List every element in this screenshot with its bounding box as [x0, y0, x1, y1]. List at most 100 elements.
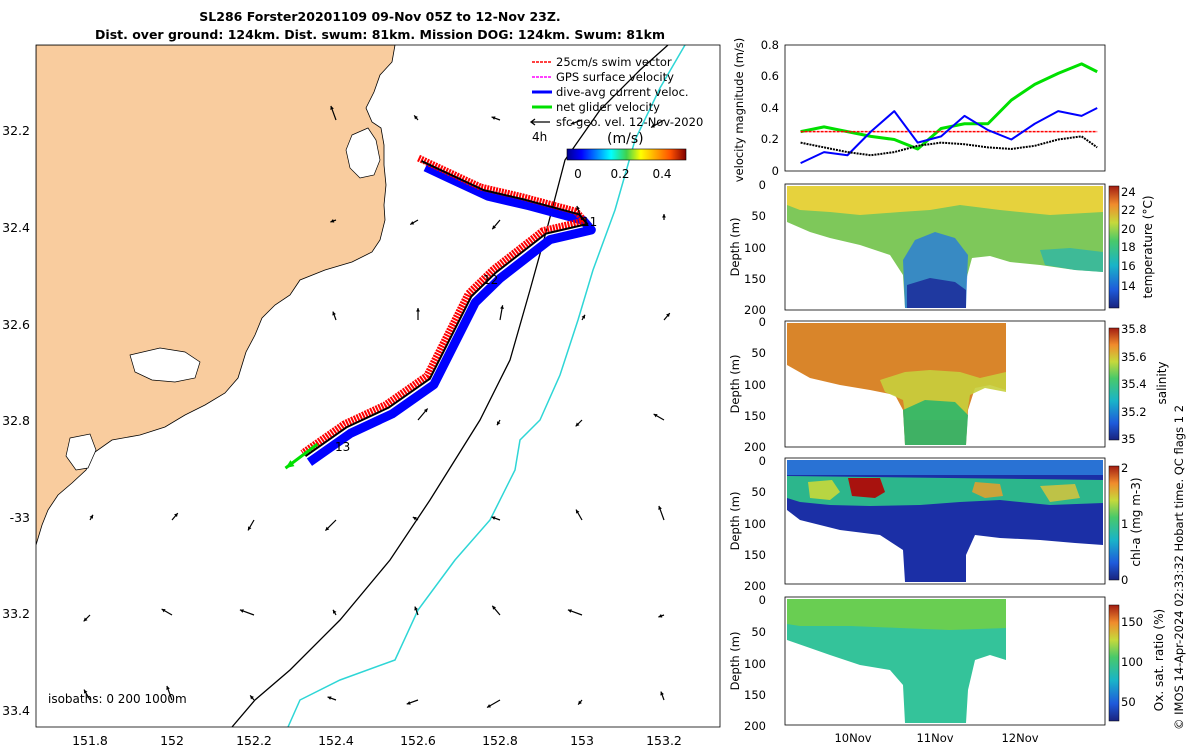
glider-track: [284, 154, 596, 470]
colorbar-tick-04: 0.4: [652, 167, 671, 181]
sfc-velocity-arrowhead: [330, 219, 335, 223]
temp-cbar-tick: 20: [1121, 222, 1136, 236]
sfc-velocity-arrowhead: [575, 422, 580, 427]
isobath-200m: [231, 45, 669, 727]
salinity-panel: 35.8 35.6 35.4 35.2 35 salinity 0 50 100…: [728, 315, 1169, 454]
chla-cbar-tick: 0: [1121, 573, 1128, 587]
lagoon-2: [129, 347, 201, 383]
salinity-depth-ticks: 0 50 100 150 200: [744, 315, 766, 454]
map-frame: [35, 44, 721, 728]
oxygen-surface-layer: [787, 599, 1006, 630]
chla-cbar-ticks: 2 1 0: [1121, 461, 1128, 587]
map-xtick: 152.4: [318, 733, 354, 748]
sfc-velocity-arrowhead: [491, 516, 496, 520]
map-xtick: 152.2: [236, 733, 272, 748]
legend-net: net glider velocity: [556, 100, 660, 114]
sfc-velocity-arrowhead: [161, 609, 166, 613]
sfc-velocity-arrowhead: [653, 414, 658, 418]
temperature-label: temperature (°C): [1141, 196, 1155, 299]
legend-sfc-arrowhead: [529, 118, 536, 126]
lagoon-1: [345, 127, 381, 179]
map-ytick: 33.4: [2, 703, 30, 718]
oxygen-panel: 150 100 50 Ox. sat. ratio (%) 0 50 100 1…: [728, 593, 1166, 745]
oxygen-colorbar: [1108, 604, 1120, 722]
map-ytick: 32.2: [2, 123, 30, 138]
sfc-velocity-arrowhead: [666, 313, 670, 318]
colorbar-tick-02: 0.2: [610, 167, 629, 181]
swim-vector-ribbon: [300, 154, 588, 457]
map-y-ticks: 32.2 32.4 32.6 32.8 -33 33.2 33.4: [2, 123, 30, 718]
oxygen-depth-ticks: 0 50 100 150 200: [744, 593, 766, 733]
colorbar-tick-0: 0: [574, 167, 582, 181]
sfc-velocity-arrowhead: [487, 704, 492, 708]
sfc-velocity-arrowhead: [250, 695, 254, 700]
depth-tick: 150: [744, 548, 766, 562]
chla-bloom-peak: [848, 478, 885, 498]
velocity-y-ticks: 0 0.2 0.4 0.6 0.8: [761, 38, 779, 178]
map-legend: 25cm/s swim vector GPS surface velocity …: [529, 55, 703, 129]
sfc-velocity-arrowhead: [570, 121, 575, 125]
copyright-stamp: © IMOS 14-Apr-2024 02:33:32 Hobart time.…: [1172, 404, 1186, 730]
salinity-colorbar: [1108, 327, 1120, 441]
sfc-velocity-arrowhead: [89, 514, 93, 519]
title-line-1: SL286 Forster20201109 09-Nov 05Z to 12-N…: [199, 9, 561, 24]
oxygen-label: Ox. sat. ratio (%): [1152, 609, 1166, 711]
isobath-1000m: [287, 45, 686, 727]
sfc-velocity-arrowhead: [410, 221, 415, 225]
depth-tick: 50: [751, 625, 766, 639]
legend-sfc: sfc geo. vel. 12-Nov-2020: [556, 115, 703, 129]
depth-tick: 50: [751, 209, 766, 223]
depth-tick: 0: [759, 454, 766, 468]
sfc-velocity-arrowhead: [578, 700, 582, 705]
chla-cbar-tick: 1: [1121, 517, 1128, 531]
day-label-13: 13: [335, 440, 350, 454]
salinity-ylabel: Depth (m): [728, 355, 742, 414]
sfc-velocity-arrowhead: [576, 205, 580, 210]
net-glider-arrowhead: [285, 460, 295, 469]
temperature-cool-edge: [1040, 248, 1103, 272]
chla-depth-ticks: 0 50 100 150 200: [744, 454, 766, 593]
sfc-velocity-arrowhead: [500, 305, 504, 310]
temperature-colorbar: [1108, 185, 1120, 309]
sfc-velocity-arrowhead: [658, 614, 663, 618]
sfc-velocity-arrowhead: [414, 115, 418, 120]
map-xtick: 152.6: [400, 733, 436, 748]
map-xtick: 152: [160, 733, 184, 748]
sfc-velocity-arrowhead: [327, 696, 332, 700]
temp-cbar-tick: 22: [1121, 203, 1136, 217]
legend-gps: GPS surface velocity: [556, 70, 674, 84]
sfc-velocity-arrowhead: [166, 685, 170, 690]
temperature-warm-layer: [787, 186, 1103, 215]
time-x-ticks: 10Nov 11Nov 12Nov: [834, 731, 1038, 745]
map-xtick: 153.2: [646, 733, 682, 748]
sal-cbar-tick: 35.8: [1121, 322, 1147, 336]
map-ytick: -33: [10, 510, 30, 525]
temperature-cbar-ticks: 24 22 20 18 16 14: [1121, 185, 1136, 293]
chla-panel: 2 1 0 chl-a (mg m-3) 0 50 100 150 200 De…: [728, 454, 1143, 593]
sfc-velocity-arrowhead: [330, 105, 334, 110]
sfc-velocity-arrowhead: [567, 609, 572, 613]
sfc-velocity-arrowhead: [416, 308, 420, 312]
temp-cbar-tick: 14: [1121, 279, 1136, 293]
legend-dive: dive-avg current veloc.: [556, 85, 689, 99]
depth-tick: 0: [759, 593, 766, 607]
sfc-velocity-arrowhead: [651, 124, 656, 128]
sfc-velocity-arrowhead: [333, 609, 337, 614]
temp-cbar-tick: 24: [1121, 185, 1136, 199]
sfc-velocity-arrowhead: [239, 609, 244, 613]
map-ytick: 33.2: [2, 606, 30, 621]
velocity-frame: [784, 44, 1106, 172]
chla-bloom-3: [1040, 484, 1080, 502]
sfc-velocity-arrowhead: [497, 421, 501, 426]
velocity-series-sfc-geo-vel-: [800, 135, 1098, 157]
sfc-velocity-arrowhead: [325, 526, 330, 531]
chla-label: chl-a (mg m-3): [1129, 477, 1143, 566]
depth-tick: 200: [744, 303, 766, 317]
sal-cbar-tick: 35: [1121, 432, 1136, 446]
ox-cbar-tick: 50: [1121, 695, 1136, 709]
depth-tick: 0: [759, 315, 766, 329]
day-label-12: 12: [483, 273, 498, 287]
oxygen-ylabel: Depth (m): [728, 632, 742, 691]
map-ytick: 32.4: [2, 220, 30, 235]
sfc-velocity-arrowhead: [84, 689, 88, 694]
